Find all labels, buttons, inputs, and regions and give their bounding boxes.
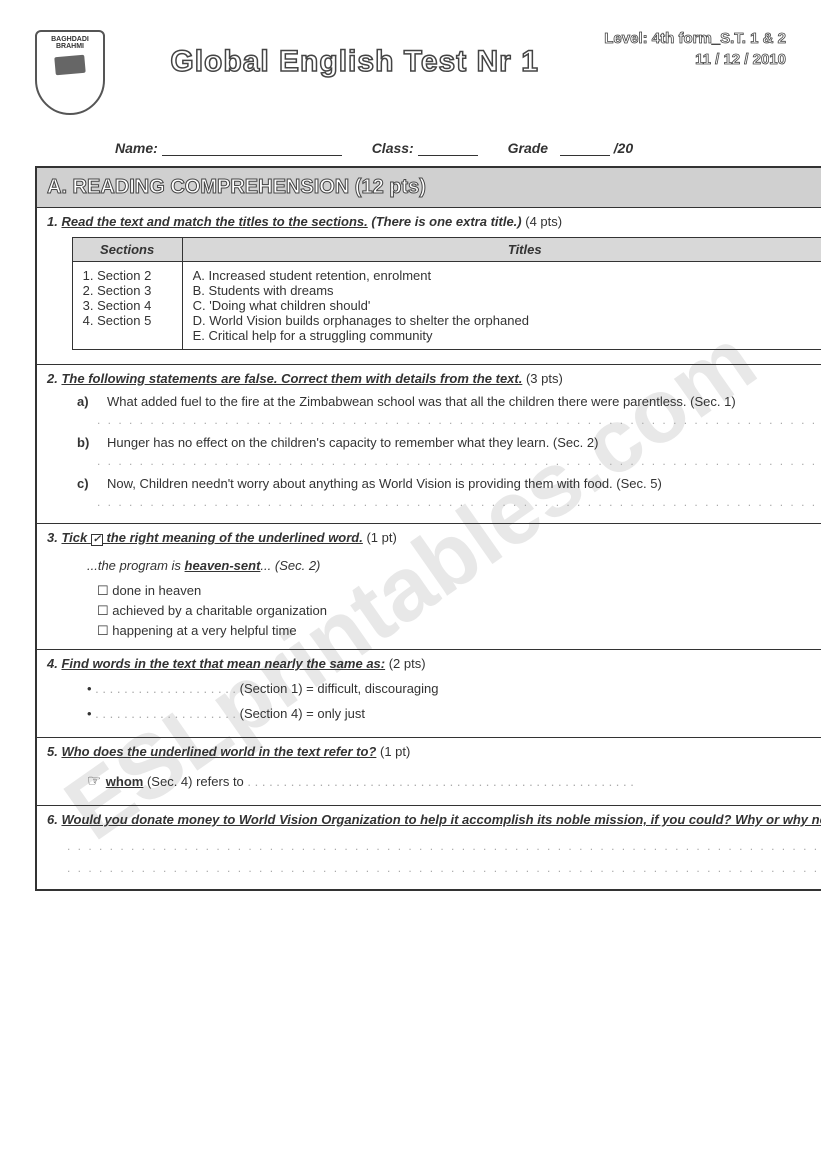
q4-cell: 4. Find words in the text that mean near… <box>36 650 821 738</box>
q4-instr: Find words in the text that mean nearly … <box>61 656 385 671</box>
q4-pts: (2 pts) <box>385 656 425 671</box>
q2a-text: What added fuel to the fire at the Zimba… <box>107 394 736 409</box>
answer-line[interactable]: . . . . . . . . . . . . . . . . . . . . … <box>67 839 821 853</box>
q1-pts: (4 pts) <box>522 214 562 229</box>
answer-line[interactable]: . . . . . . . . . . . . . . . . . . . . … <box>97 413 821 427</box>
q1-num: 1. <box>47 214 58 229</box>
list-item: C. 'Doing what children should' <box>193 298 821 313</box>
q4-item1[interactable]: • . . . . . . . . . . . . . . . . . . . … <box>87 681 821 696</box>
col-titles: Titles <box>182 238 821 262</box>
q2-cell: 2. The following statements are false. C… <box>36 365 821 524</box>
q4-num: 4. <box>47 656 58 671</box>
q3-ctx-post: ... (Sec. 2) <box>260 558 320 573</box>
grade-max: /20 <box>614 140 633 156</box>
answer-line[interactable]: . . . . . . . . . . . . . . . . . . . . … <box>97 495 821 509</box>
q3-opt1[interactable]: done in heaven <box>97 583 821 599</box>
q5-ref-text: (Sec. 4) refers to <box>143 774 247 789</box>
date-label: 11 / 12 / 2010 <box>604 51 786 68</box>
book-icon <box>54 55 85 76</box>
q1-instr: Read the text and match the titles to th… <box>61 214 367 229</box>
logo-text1: BAGHDADI <box>51 36 89 43</box>
q6-num: 6. <box>47 812 58 827</box>
q2b-text: Hunger has no effect on the children's c… <box>107 435 598 450</box>
main-title: Global English Test Nr 1 <box>125 45 584 79</box>
q3-opt2[interactable]: achieved by a charitable organization <box>97 603 821 619</box>
class-blank[interactable] <box>418 142 478 156</box>
q3-pts: (1 pt) <box>363 530 397 545</box>
q6-cell: 6. Would you donate money to World Visio… <box>36 806 821 891</box>
q4-item2-text: (Section 4) = only just <box>236 706 365 721</box>
section-a-header: A. READING COMPREHENSION (12 pts) <box>36 167 821 208</box>
q5-num: 5. <box>47 744 58 759</box>
col-sections: Sections <box>72 238 182 262</box>
q2-instr: The following statements are false. Corr… <box>61 371 522 386</box>
list-item: E. Critical help for a struggling commun… <box>193 328 821 343</box>
q5-instr: Who does the underlined world in the tex… <box>61 744 376 759</box>
q5-word: whom <box>106 774 144 789</box>
logo-text2: BRAHMI <box>56 43 84 50</box>
q3-opt3[interactable]: happening at a very helpful time <box>97 623 821 639</box>
q3-instr-pre: Tick <box>61 530 90 545</box>
list-item: 3. Section 4 <box>83 298 172 313</box>
q3-word: heaven-sent <box>185 558 261 573</box>
q2-num: 2. <box>47 371 58 386</box>
header: BAGHDADI BRAHMI Global English Test Nr 1… <box>35 30 786 115</box>
q1-cell: 1. Read the text and match the titles to… <box>36 208 821 365</box>
name-label: Name: <box>115 140 158 156</box>
school-logo: BAGHDADI BRAHMI <box>35 30 105 115</box>
grade-label: Grade <box>508 140 548 156</box>
q1-titles: A. Increased student retention, enrolmen… <box>182 262 821 350</box>
list-item: B. Students with dreams <box>193 283 821 298</box>
q6-instr: Would you donate money to World Vision O… <box>61 812 821 827</box>
q2c-label: c) <box>77 476 97 491</box>
list-item: 2. Section 3 <box>83 283 172 298</box>
q5-ref[interactable]: whom (Sec. 4) refers to . . . . . . . . … <box>87 771 821 791</box>
q2b-label: b) <box>77 435 97 450</box>
q3-instr-post: the right meaning of the underlined word… <box>103 530 363 545</box>
q2c-text: Now, Children needn't worry about anythi… <box>107 476 662 491</box>
q3-ctx-pre: ...the program is <box>87 558 185 573</box>
grade-blank[interactable] <box>560 142 610 156</box>
list-item: 1. Section 2 <box>83 268 172 283</box>
answer-line[interactable]: . . . . . . . . . . . . . . . . . . . . … <box>97 454 821 468</box>
q1-extra: (There is one extra title.) <box>368 214 522 229</box>
q5-cell: 5. Who does the underlined world in the … <box>36 738 821 806</box>
q3-cell: 3. Tick ✓ the right meaning of the under… <box>36 524 821 650</box>
answer-line[interactable]: . . . . . . . . . . . . . . . . . . . . … <box>67 861 821 875</box>
list-item: D. World Vision builds orphanages to she… <box>193 313 821 328</box>
q3-num: 3. <box>47 530 58 545</box>
q1-inner-table: Sections Titles Answers 1. Section 2 2. … <box>72 237 821 350</box>
q2-pts: (3 pts) <box>522 371 562 386</box>
main-table: A. READING COMPREHENSION (12 pts) Score … <box>35 166 821 891</box>
level-label: Level: 4th form_S.T. 1 & 2 <box>604 30 786 47</box>
q4-item1-text: (Section 1) = difficult, discouraging <box>236 681 438 696</box>
list-item: 4. Section 5 <box>83 313 172 328</box>
tick-icon: ✓ <box>91 534 103 546</box>
list-item: A. Increased student retention, enrolmen… <box>193 268 821 283</box>
q1-sections: 1. Section 2 2. Section 3 3. Section 4 4… <box>72 262 182 350</box>
q5-pts: (1 pt) <box>376 744 410 759</box>
info-row: Name: Class: Grade /20 <box>35 140 786 156</box>
class-label: Class: <box>372 140 414 156</box>
name-blank[interactable] <box>162 142 342 156</box>
q4-item2[interactable]: • . . . . . . . . . . . . . . . . . . . … <box>87 706 821 721</box>
q2a-label: a) <box>77 394 97 409</box>
